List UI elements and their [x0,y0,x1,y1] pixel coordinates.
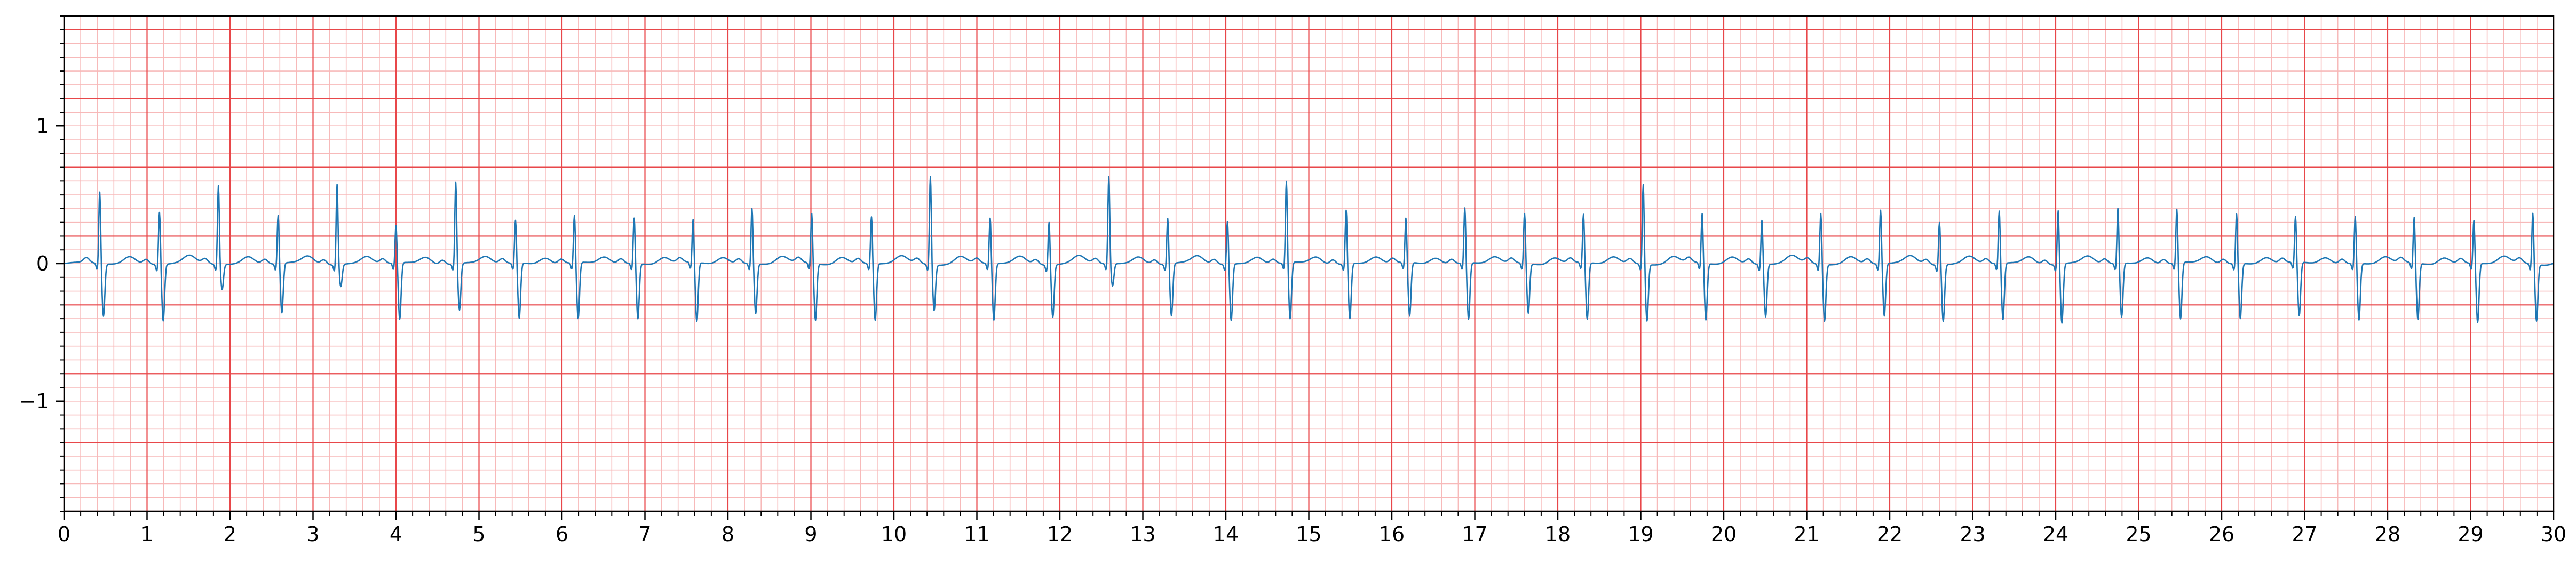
x-axis: 0 1 2 3 4 5 6 7 8 9 10 11 12 13 14 15 16 17 18 19 20 21 22 23 24… [58,511,2566,546]
x-tick-label: 3 [306,522,319,546]
x-tick-label: 30 [2541,522,2566,546]
x-tick-label: 25 [2126,522,2151,546]
x-tick-label: 10 [881,522,907,546]
x-tick-label: 24 [2043,522,2068,546]
x-tick-label: 2 [224,522,236,546]
x-tick-label: 21 [1794,522,1819,546]
x-tick-label: 17 [1462,522,1487,546]
x-tick-label: 14 [1213,522,1239,546]
x-tick-label: 16 [1379,522,1405,546]
x-tick-label: 19 [1628,522,1653,546]
x-tick-label: 29 [2458,522,2483,546]
y-axis: 1 0 −1 [19,15,64,512]
x-tick-label: 18 [1545,522,1571,546]
x-tick-label: 28 [2375,522,2400,546]
x-tick-label: 6 [556,522,568,546]
x-tick-label: 27 [2292,522,2317,546]
x-tick-label: 23 [1960,522,1985,546]
x-tick-label: 7 [638,522,651,546]
x-tick-label: 4 [390,522,402,546]
x-tick-label: 20 [1711,522,1737,546]
x-tick-label: 22 [1877,522,1903,546]
x-tick-label: 13 [1130,522,1155,546]
x-tick-label: 11 [964,522,989,546]
y-tick-label: −1 [19,390,49,413]
y-tick-label: 0 [36,252,49,275]
x-tick-label: 0 [58,522,70,546]
y-tick-label: 1 [36,114,49,138]
x-tick-label: 15 [1296,522,1321,546]
x-tick-label: 26 [2209,522,2234,546]
x-tick-label: 12 [1047,522,1073,546]
x-tick-label: 1 [140,522,153,546]
x-tick-label: 5 [472,522,485,546]
x-tick-label: 8 [722,522,734,546]
ecg-trace-line [64,176,2554,324]
x-tick-label: 9 [804,522,817,546]
